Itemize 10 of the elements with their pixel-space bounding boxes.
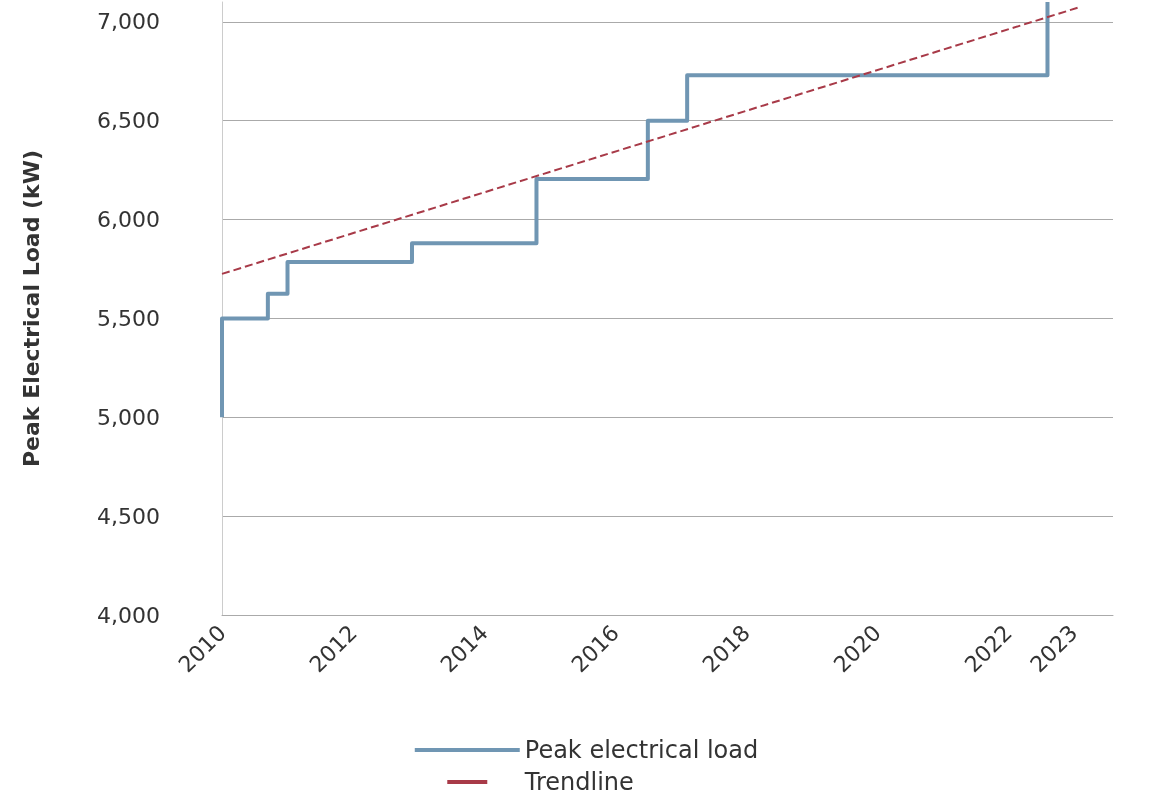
legend-label: Trendline [523,768,634,796]
y-axis-title: Peak Electrical Load (kW) [18,149,44,468]
y-tick-label: 7,000 [97,9,160,35]
y-tick-label: 4,500 [97,503,160,529]
y-tick-label: 6,000 [97,207,160,233]
y-tick-label: 6,500 [97,108,160,134]
y-tick-label: 5,500 [97,305,160,331]
y-tick-label: 5,000 [97,404,160,430]
legend-label: Peak electrical load [524,736,759,764]
y-tick-label: 4,000 [97,602,160,628]
